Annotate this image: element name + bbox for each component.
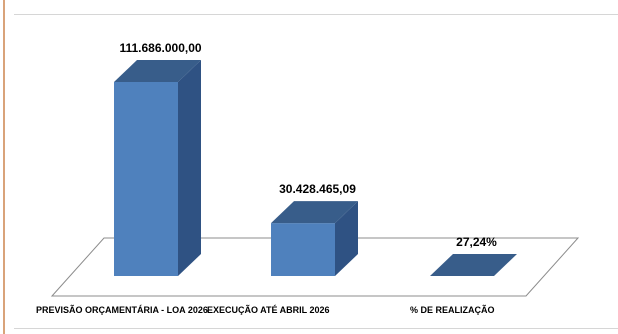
bar-side-face <box>335 201 358 276</box>
bar-top-face <box>430 254 517 276</box>
data-label-3: 27,24% <box>456 235 497 249</box>
bar-top-face <box>114 60 201 82</box>
frame-left-border <box>3 0 5 334</box>
category-label-3: % DE REALIZAÇÃO <box>410 305 495 315</box>
frame-top-border <box>14 14 618 15</box>
data-label-1: 111.686.000,00 <box>119 41 201 55</box>
bar-front-face <box>271 223 335 276</box>
bar-2 <box>271 201 358 276</box>
bar-side-face <box>178 60 201 276</box>
labels-group: 111.686.000,00 PREVISÃO ORÇAMENTÁRIA - LO… <box>36 41 497 315</box>
category-label-2: EXECUÇÃO ATÉ ABRIL 2026 <box>207 305 330 315</box>
bar-3 <box>430 254 517 276</box>
data-label-2: 30.428.465,09 <box>279 182 356 196</box>
bars-group <box>114 60 517 276</box>
frame-bottom-border <box>14 328 618 329</box>
bar-top-face <box>271 201 358 224</box>
bar-1 <box>114 60 201 276</box>
bar-front-face <box>114 82 178 276</box>
category-label-1: PREVISÃO ORÇAMENTÁRIA - LOA 2026 <box>36 305 208 315</box>
